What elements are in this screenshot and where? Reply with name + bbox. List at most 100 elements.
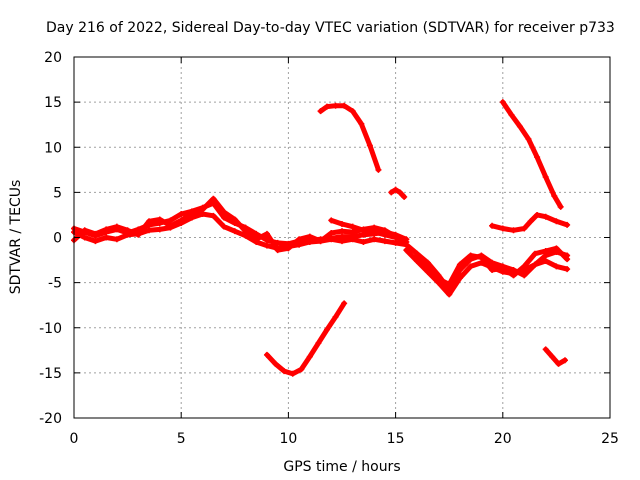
data-point <box>542 346 549 353</box>
data-point <box>167 222 174 229</box>
grid-layer <box>74 57 610 418</box>
data-point <box>360 227 367 234</box>
data-point <box>392 186 399 193</box>
series-arc-11.5h <box>317 102 382 173</box>
x-tick-label: 10 <box>279 431 297 447</box>
data-point <box>328 236 335 243</box>
data-point <box>296 241 303 248</box>
data-point <box>306 353 313 360</box>
data-point <box>371 236 378 243</box>
series-line <box>318 103 381 173</box>
data-point <box>435 276 442 283</box>
series-short-15h <box>388 186 408 200</box>
data-point <box>221 223 228 230</box>
data-point <box>210 212 217 219</box>
data-point <box>392 234 399 241</box>
data-point <box>403 247 410 254</box>
data-point <box>349 229 356 236</box>
x-tick-label: 20 <box>494 431 512 447</box>
data-point <box>521 225 528 232</box>
y-tick-label: -15 <box>39 366 62 382</box>
series-arc-20h <box>499 99 564 210</box>
data-point <box>366 142 373 149</box>
data-point <box>424 263 431 270</box>
data-point <box>534 154 541 161</box>
series-line <box>543 346 568 367</box>
y-tick-label: 15 <box>44 95 62 111</box>
data-point <box>489 222 496 229</box>
data-point <box>534 211 541 218</box>
x-tick-label: 25 <box>601 431 619 447</box>
data-point <box>92 230 99 237</box>
data-point <box>381 231 388 238</box>
data-point <box>446 291 453 298</box>
data-point <box>231 216 238 223</box>
data-point <box>564 256 571 263</box>
data-point <box>323 326 330 333</box>
data-point <box>553 263 560 270</box>
data-point <box>478 254 485 261</box>
data-point <box>521 263 528 270</box>
data-point <box>263 230 270 237</box>
data-point <box>113 236 120 243</box>
y-tick-label: 10 <box>44 140 62 156</box>
data-point <box>508 111 515 118</box>
data-point <box>349 223 356 230</box>
data-point <box>531 250 538 257</box>
data-point <box>289 370 296 377</box>
data-point <box>542 213 549 220</box>
data-point <box>274 247 281 254</box>
data-point <box>401 193 408 200</box>
data-point <box>146 227 153 234</box>
data-point <box>525 136 532 143</box>
data-point <box>178 217 185 224</box>
data-point <box>553 218 560 225</box>
data-point <box>156 216 163 223</box>
data-point <box>315 340 322 347</box>
data-point <box>296 236 303 243</box>
data-point <box>510 272 517 279</box>
data-point <box>564 266 571 273</box>
series-line <box>500 99 564 210</box>
data-point <box>371 229 378 236</box>
data-point <box>549 353 556 360</box>
data-point <box>375 166 382 173</box>
data-point <box>221 214 228 221</box>
data-point <box>499 225 506 232</box>
data-point <box>272 360 279 367</box>
data-point <box>317 238 324 245</box>
data-point <box>167 217 174 224</box>
data-point <box>561 357 568 364</box>
data-point <box>221 209 228 216</box>
data-point <box>349 236 356 243</box>
data-point <box>467 263 474 270</box>
data-point <box>456 275 463 282</box>
x-axis-label: GPS time / hours <box>283 459 400 475</box>
data-point <box>81 234 88 241</box>
data-point <box>298 366 305 373</box>
y-tick-label: -10 <box>39 321 62 337</box>
data-point <box>456 261 463 268</box>
data-point <box>231 228 238 235</box>
data-point <box>551 192 558 199</box>
series-short-20h <box>489 211 571 234</box>
data-point <box>339 238 345 245</box>
data-point <box>349 108 356 115</box>
data-point <box>564 221 571 228</box>
data-point <box>341 300 348 307</box>
data-point <box>510 227 517 234</box>
data-point <box>388 189 395 196</box>
data-point <box>263 351 270 358</box>
series-band-g <box>414 245 571 288</box>
data-point <box>542 248 549 255</box>
data-point <box>521 272 528 279</box>
data-point <box>499 265 506 272</box>
y-tick-label: -5 <box>48 276 62 292</box>
data-point <box>403 241 410 248</box>
data-point <box>381 238 388 245</box>
y-tick-label: -20 <box>39 411 62 427</box>
data-point <box>323 103 330 110</box>
data-point <box>103 226 110 233</box>
data-point <box>414 252 421 259</box>
